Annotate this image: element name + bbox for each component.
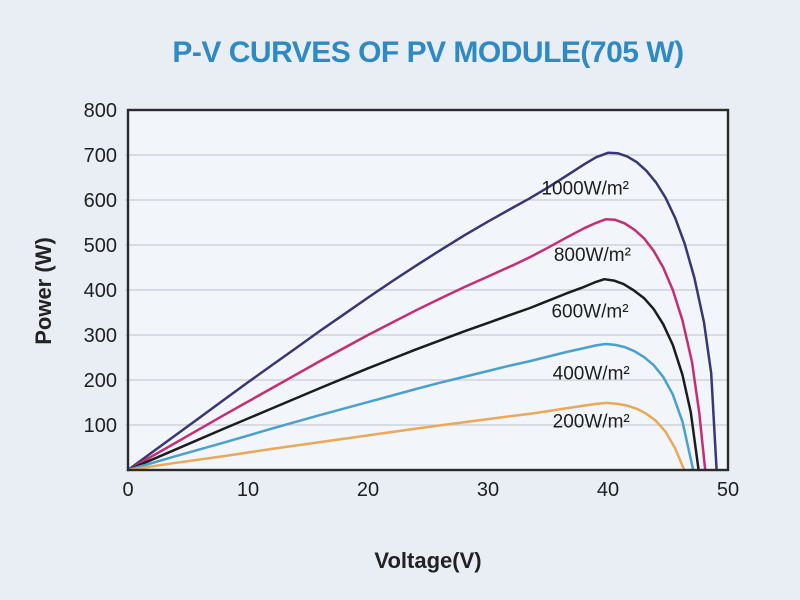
- curve-800wm: [126, 218, 707, 472]
- x-tick-label-40: 40: [597, 479, 619, 501]
- x-tick-label-0: 0: [122, 479, 133, 501]
- curve-200wm: [126, 401, 686, 472]
- curve-label-400wm: 400W/m²: [553, 363, 630, 384]
- x-tick-label-10: 10: [237, 479, 259, 501]
- x-axis-title: Voltage(V): [374, 548, 482, 573]
- y-tick-label-600: 600: [84, 190, 117, 212]
- x-tick-label-30: 30: [477, 479, 499, 501]
- curve-1000wm: [126, 151, 718, 472]
- y-tick-label-700: 700: [84, 145, 117, 167]
- curve-600wm: [126, 277, 700, 472]
- y-tick-label-500: 500: [84, 235, 117, 257]
- y-tick-label-200: 200: [84, 370, 117, 392]
- curve-400wm: [126, 342, 695, 472]
- plot-border: [126, 108, 730, 472]
- y-tick-label-800: 800: [84, 100, 117, 122]
- curve-label-1000wm: 1000W/m²: [541, 178, 629, 199]
- curve-label-200wm: 200W/m²: [553, 412, 630, 433]
- y-tick-label-100: 100: [84, 415, 117, 437]
- curve-label-600wm: 600W/m²: [551, 302, 628, 323]
- x-tick-label-50: 50: [717, 479, 739, 501]
- chart-title: P-V CURVES OF PV MODULE(705 W): [172, 36, 684, 69]
- x-tick-label-20: 20: [357, 479, 379, 501]
- curve-label-800wm: 800W/m²: [554, 245, 631, 266]
- y-tick-label-300: 300: [84, 325, 117, 347]
- y-tick-label-400: 400: [84, 280, 117, 302]
